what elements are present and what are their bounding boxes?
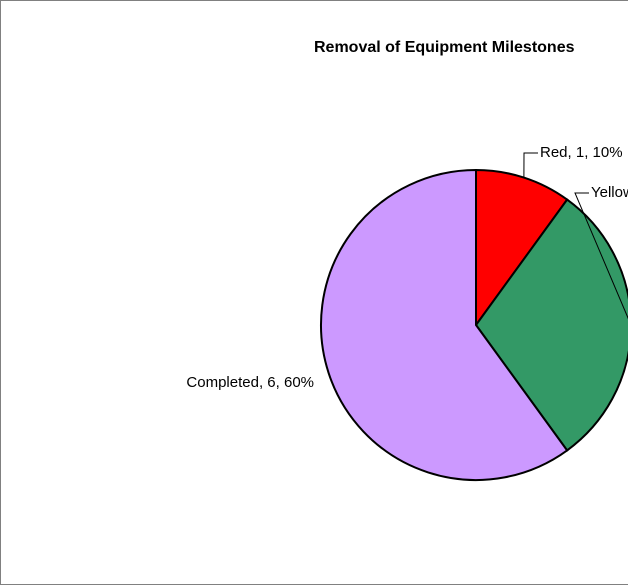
pie-slice: [474, 198, 628, 452]
data-label: Yellow, 3, 30%: [591, 184, 628, 201]
data-label: Red, 1, 10%: [540, 144, 623, 161]
chart-title: Removal of Equipment Milestones: [314, 39, 575, 56]
pie: [320, 168, 628, 481]
leader-line: [574, 192, 628, 320]
data-label: Completed, 6, 60%: [186, 374, 314, 391]
pie-slice: [320, 168, 569, 481]
leader-line: [523, 152, 538, 178]
